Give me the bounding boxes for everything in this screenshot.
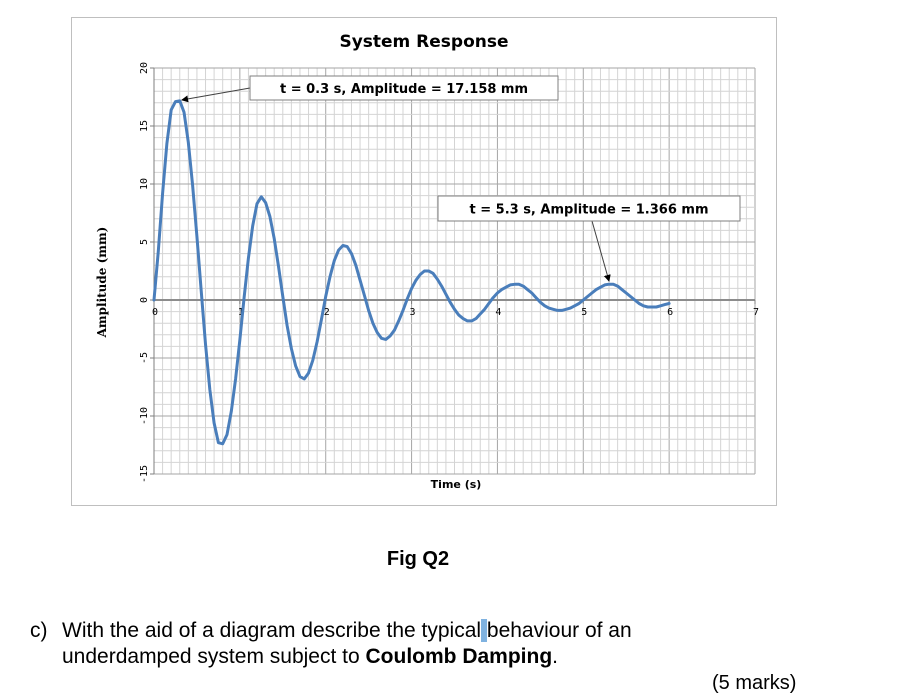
figure-caption: Fig Q2 (386, 548, 450, 570)
y-tick-label: -5 (139, 352, 150, 364)
chart-frame: 20 15 10 5 0 -5 -10 -15 0 1 2 3 4 5 6 7 t = 0.3 s, Ampl… (71, 17, 777, 506)
y-tick-label: 5 (139, 239, 150, 245)
x-tick-label: 0 (152, 307, 158, 318)
annotation-box (437, 195, 741, 222)
y-tick-label: -10 (139, 407, 150, 425)
x-tick-label: 4 (495, 307, 501, 318)
chart-axes: 20 15 10 5 0 -5 -10 -15 0 1 2 3 4 5 6 7 (139, 62, 759, 483)
question-label: c) (30, 619, 48, 642)
chart-annotations: t = 0.3 s, Amplitude = 17.158 mm t = 5.3 … (181, 75, 741, 282)
x-tick-label: 5 (581, 307, 587, 318)
text-selection-highlight (481, 619, 487, 642)
x-axis-label: Time (s) (431, 478, 482, 491)
chart-title: System Response (339, 32, 508, 52)
x-tick-label: 3 (410, 307, 416, 318)
chart-series (152, 99, 671, 446)
question-text-part2: behaviour of an (486, 619, 632, 642)
question-text-bold: Coulomb Damping (365, 645, 553, 668)
question-text-end: . (552, 645, 558, 668)
y-tick-label: 20 (139, 62, 150, 74)
system-response-chart: 20 15 10 5 0 -5 -10 -15 0 1 2 3 4 5 6 7 t = 0.3 s, Ampl… (95, 32, 759, 491)
question-text-part1: With the aid of a diagram describe the t… (62, 619, 482, 642)
question-text: With the aid of a diagram describe the t… (62, 618, 862, 670)
annotation-leader-line (181, 87, 251, 103)
annotation-label: t = 5.3 s, Amplitude = 1.366 mm (469, 203, 708, 218)
chart-grid (153, 67, 756, 475)
y-tick-label: -15 (139, 465, 150, 483)
series-line (152, 99, 671, 446)
annotation-leader-line (591, 220, 611, 282)
x-tick-label: 2 (324, 307, 330, 318)
y-tick-label: 15 (139, 120, 150, 132)
annotation-label: t = 0.3 s, Amplitude = 17.158 mm (280, 82, 528, 97)
marks-label: (5 marks) (712, 672, 797, 694)
y-axis-label: Amplitude (mm) (95, 227, 109, 339)
x-tick-label: 6 (667, 307, 673, 318)
y-tick-label: 10 (139, 178, 150, 190)
x-tick-label: 7 (753, 307, 759, 318)
annotation-box (249, 75, 559, 101)
x-tick-label: 1 (238, 307, 244, 318)
question-text-part3: underdamped system subject to (62, 645, 366, 668)
y-tick-label: 0 (139, 297, 150, 303)
